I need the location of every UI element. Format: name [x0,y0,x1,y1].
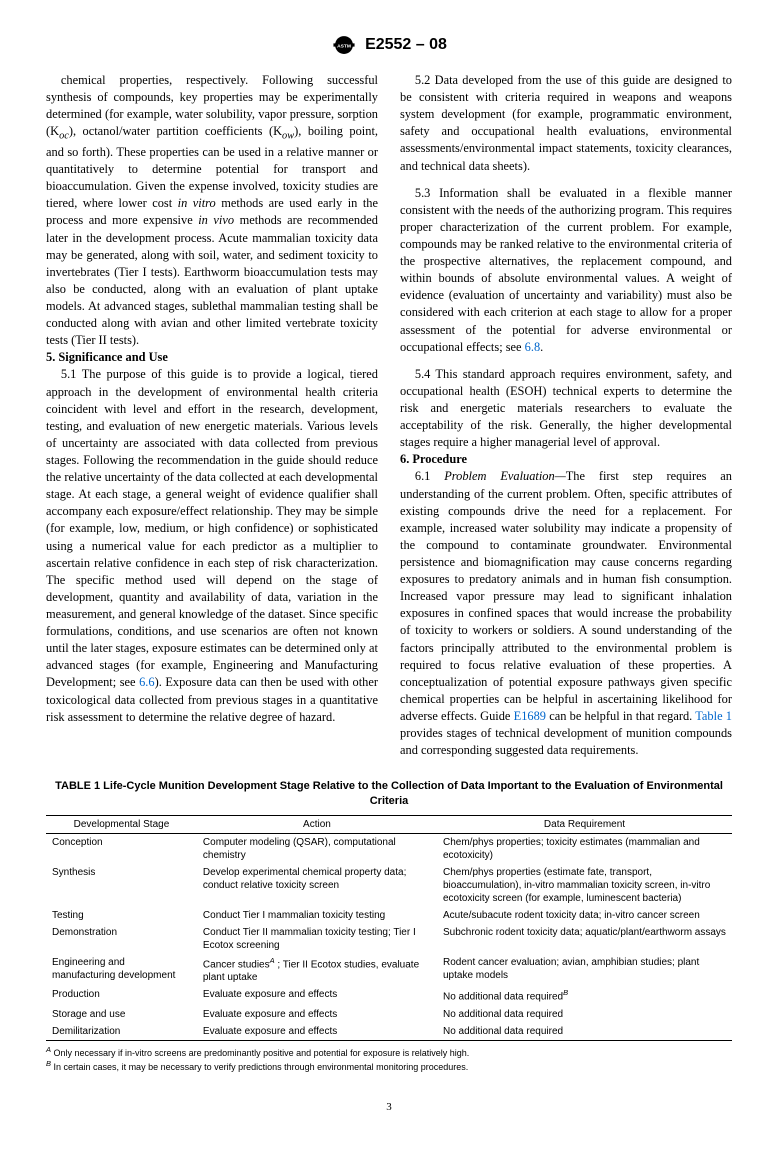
para-5-1: 5.1 The purpose of this guide is to prov… [46,366,378,725]
table-cell: Conduct Tier II mammalian toxicity testi… [197,924,437,954]
table-cell: Evaluate exposure and effects [197,986,437,1005]
table-cell: Synthesis [46,864,197,907]
table-cell: Demonstration [46,924,197,954]
table-header: Developmental Stage [46,815,197,833]
table-row: Engineering and manufacturing developmen… [46,954,732,986]
table-cell: Conduct Tier I mammalian toxicity testin… [197,907,437,924]
table-cell: Subchronic rodent toxicity data; aquatic… [437,924,732,954]
table-cell: Evaluate exposure and effects [197,1006,437,1023]
link-6-6[interactable]: 6.6 [139,675,155,689]
astm-logo-icon: ASTM [331,32,357,58]
body-columns: chemical properties, respectively. Follo… [46,72,732,759]
table-1-title: TABLE 1 Life-Cycle Munition Development … [46,779,732,809]
table-header: Data Requirement [437,815,732,833]
table-row: ProductionEvaluate exposure and effectsN… [46,986,732,1005]
table-cell: Cancer studiesA ; Tier II Ecotox studies… [197,954,437,986]
table-cell: No additional data required [437,1023,732,1041]
para-6-1: 6.1 Problem Evaluation—The first step re… [400,468,732,759]
table-cell: Engineering and manufacturing developmen… [46,954,197,986]
footnote-a: A Only necessary if in-vitro screens are… [46,1045,732,1059]
table-cell: Production [46,986,197,1005]
para-5-3: 5.3 Information shall be evaluated in a … [400,185,732,356]
table-cell: Storage and use [46,1006,197,1023]
table-1: Developmental StageActionData Requiremen… [46,815,732,1041]
page: ASTM E2552 – 08 chemical properties, res… [0,0,778,1153]
para-chem-props: chemical properties, respectively. Follo… [46,72,378,349]
table-cell: Rodent cancer evaluation; avian, amphibi… [437,954,732,986]
link-6-8[interactable]: 6.8 [525,340,541,354]
heading-5: 5. Significance and Use [46,349,378,366]
table-cell: Demilitarization [46,1023,197,1041]
document-id: E2552 – 08 [365,36,447,54]
svg-text:ASTM: ASTM [337,43,351,49]
footnote-b: B In certain cases, it may be necessary … [46,1059,732,1073]
table-cell: No additional data required [437,1006,732,1023]
para-5-4: 5.4 This standard approach requires envi… [400,366,732,452]
table-cell: Chem/phys properties (estimate fate, tra… [437,864,732,907]
table-1-footnotes: A Only necessary if in-vitro screens are… [46,1045,732,1073]
table-1-wrap: TABLE 1 Life-Cycle Munition Development … [46,779,732,1073]
table-header: Action [197,815,437,833]
page-number: 3 [46,1101,732,1113]
para-5-2: 5.2 Data developed from the use of this … [400,72,732,175]
table-cell: Testing [46,907,197,924]
table-cell: Conception [46,833,197,864]
table-row: Storage and useEvaluate exposure and eff… [46,1006,732,1023]
table-row: ConceptionComputer modeling (QSAR), comp… [46,833,732,864]
table-cell: Develop experimental chemical property d… [197,864,437,907]
table-cell: Chem/phys properties; toxicity estimates… [437,833,732,864]
table-cell: Computer modeling (QSAR), computational … [197,833,437,864]
heading-6: 6. Procedure [400,451,732,468]
link-e1689[interactable]: E1689 [514,709,546,723]
table-row: TestingConduct Tier I mammalian toxicity… [46,907,732,924]
table-row: SynthesisDevelop experimental chemical p… [46,864,732,907]
page-header: ASTM E2552 – 08 [46,32,732,58]
table-cell: Acute/subacute rodent toxicity data; in-… [437,907,732,924]
table-cell: Evaluate exposure and effects [197,1023,437,1041]
link-table-1[interactable]: Table 1 [695,709,732,723]
table-row: DemilitarizationEvaluate exposure and ef… [46,1023,732,1041]
table-cell: No additional data requiredB [437,986,732,1005]
table-row: DemonstrationConduct Tier II mammalian t… [46,924,732,954]
